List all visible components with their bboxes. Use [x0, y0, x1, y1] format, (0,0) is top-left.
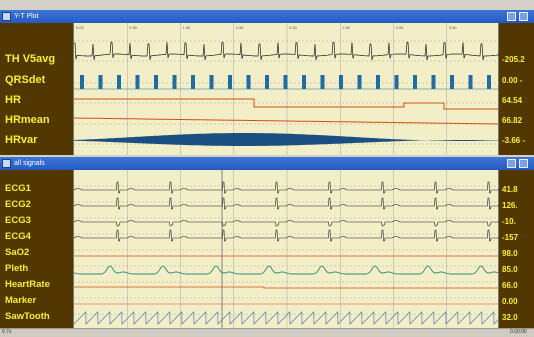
channel-value-ecg3: -10. — [502, 217, 516, 226]
hrmean-trend — [74, 117, 499, 125]
qrs-marker — [172, 75, 177, 89]
channel-label-ecg4[interactable]: ECG4 — [5, 231, 31, 242]
qrs-marker — [117, 75, 121, 89]
hr-trend — [74, 98, 500, 110]
channel-label-ecg2[interactable]: ECG2 — [5, 199, 31, 210]
channel-value-marker: 0.00 — [502, 297, 518, 306]
time-scrollbar[interactable]: 0.7s 0.00:00 — [0, 328, 534, 337]
channel-label-qrsdet[interactable]: QRSdet — [5, 74, 46, 86]
app-icon — [2, 12, 11, 21]
hrvar-band — [74, 133, 500, 146]
qrs-marker — [320, 75, 325, 89]
qrs-marker — [450, 75, 454, 89]
time-tick-label: 2.50 — [342, 25, 351, 30]
signal-plot-svg — [74, 170, 500, 328]
channel-value-hr: 64.54 — [502, 96, 523, 105]
yt-plot-window: Y-T Plot TH V5avg QRSdet HR HRmean HRvar… — [0, 10, 534, 155]
qrs-marker — [209, 75, 214, 89]
channel-label-hrmean[interactable]: HRmean — [5, 114, 50, 126]
trend-plot-area[interactable]: 0.00 0.50 1.00 1.50 2.00 2.50 3.00 3.50 — [73, 23, 500, 155]
time-tick-label: 2.00 — [289, 25, 298, 30]
channel-value-ecg2: 126. — [502, 201, 518, 210]
channel-value-qrsdet: 0.00 - — [502, 76, 523, 85]
window-titlebar[interactable]: all signals — [0, 157, 534, 170]
channel-value-ecg4: -157 — [502, 233, 519, 242]
time-tick-label: 1.00 — [183, 25, 192, 30]
ecg1-waveform — [74, 181, 500, 194]
qrs-marker — [431, 75, 436, 89]
channel-label-pleth[interactable]: Pleth — [5, 263, 29, 274]
all-signals-window: all signals ECG1 ECG2 ECG3 ECG4 SaO2 Ple… — [0, 157, 534, 337]
qrs-marker — [246, 75, 251, 89]
minimize-icon[interactable] — [507, 159, 516, 168]
window-titlebar[interactable]: Y-T Plot — [0, 10, 534, 23]
qrs-marker — [228, 75, 232, 89]
scroll-right-text: 0.00:00 — [510, 329, 527, 335]
time-tick-label: 1.50 — [236, 25, 245, 30]
channel-label-panel: ECG1 ECG2 ECG3 ECG4 SaO2 Pleth HeartRate… — [0, 170, 73, 328]
channel-label-th-v5avg[interactable]: TH V5avg — [5, 53, 56, 65]
channel-value-hrvar: -3.66 - — [502, 136, 526, 145]
close-icon[interactable] — [519, 159, 528, 168]
ecg4-waveform — [74, 229, 500, 242]
qrs-marker — [357, 75, 362, 89]
qrs-marker — [302, 75, 306, 89]
channel-value-panel: 41.8 126. -10. -157 98.0 85.0 66.0 0.00 … — [499, 170, 534, 328]
th-v5avg-waveform — [74, 41, 500, 61]
channel-label-marker[interactable]: Marker — [5, 295, 37, 306]
qrs-marker — [265, 75, 269, 89]
channel-value-panel: -205.2 0.00 - 64.54 66.82 -3.66 - — [499, 23, 534, 155]
qrs-marker — [98, 75, 103, 89]
window-title: Y-T Plot — [14, 13, 39, 20]
close-icon[interactable] — [519, 12, 528, 21]
channel-value-sawtooth: 32.0 — [502, 313, 518, 322]
channel-value-ecg1: 41.8 — [502, 185, 518, 194]
qrs-marker — [394, 75, 399, 89]
qrs-marker — [191, 75, 195, 89]
qrs-marker — [468, 75, 473, 89]
pleth-waveform — [74, 265, 500, 275]
channel-label-sao2[interactable]: SaO2 — [5, 247, 30, 258]
time-tick-label: 0.00 — [76, 25, 85, 30]
window-title: all signals — [14, 160, 45, 167]
qrs-marker — [135, 75, 140, 89]
app-icon — [2, 159, 11, 168]
channel-value-hrmean: 66.82 — [502, 116, 523, 125]
channel-value-heartrate: 66.0 — [502, 281, 518, 290]
channel-label-hr[interactable]: HR — [5, 94, 21, 106]
time-tick-label: 3.50 — [449, 25, 458, 30]
heartrate-trace — [74, 286, 500, 289]
channel-value-pleth: 85.0 — [502, 265, 518, 274]
channel-value-sao2: 98.0 — [502, 249, 518, 258]
trend-plot-svg: 0.00 0.50 1.00 1.50 2.00 2.50 3.00 3.50 — [74, 23, 500, 155]
minimize-icon[interactable] — [507, 12, 516, 21]
qrs-marker — [376, 75, 380, 89]
channel-label-sawtooth[interactable]: SawTooth — [5, 311, 50, 322]
channel-label-panel: TH V5avg QRSdet HR HRmean HRvar — [0, 23, 73, 155]
channel-label-ecg3[interactable]: ECG3 — [5, 215, 31, 226]
qrs-marker — [413, 75, 417, 89]
qrs-marker — [80, 75, 84, 89]
ecg2-waveform — [74, 197, 500, 210]
sawtooth-waveform — [74, 311, 500, 325]
time-tick-label: 0.50 — [129, 25, 138, 30]
channel-value-th-v5avg: -205.2 — [502, 55, 525, 64]
qrs-marker — [283, 75, 288, 89]
signal-plot-area[interactable] — [73, 170, 500, 328]
qrs-marker — [339, 75, 343, 89]
channel-label-heartrate[interactable]: HeartRate — [5, 279, 50, 290]
qrs-marker — [487, 75, 491, 89]
channel-label-hrvar[interactable]: HRvar — [5, 134, 38, 146]
qrs-marker — [154, 75, 158, 89]
scroll-left-text: 0.7s — [2, 329, 12, 335]
time-tick-label: 3.00 — [396, 25, 405, 30]
channel-label-ecg1[interactable]: ECG1 — [5, 183, 31, 194]
ecg3-waveform — [74, 220, 500, 227]
